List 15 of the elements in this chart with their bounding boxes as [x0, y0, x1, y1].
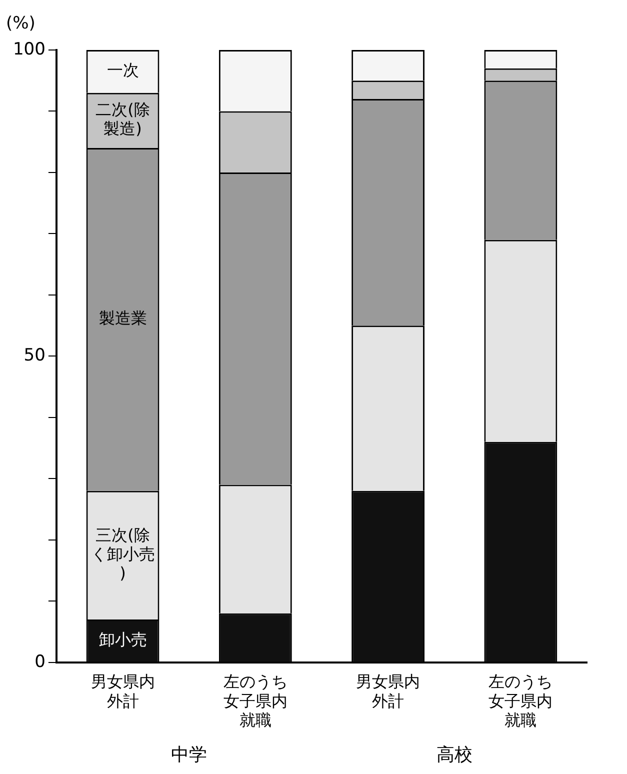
x-tick-label: 左のうち女子県内就職 [223, 672, 288, 730]
text: 高校 [436, 744, 472, 766]
series-label: 製造業 [98, 308, 147, 328]
series-label: 一次 [106, 60, 139, 80]
y-tick-label: 100 [12, 39, 46, 60]
x-tick-label: 男女県内外計 [90, 672, 155, 710]
x-tick-label: 男女県内外計 [356, 672, 420, 710]
x-tick-label: 左のうち女子県内就職 [488, 672, 553, 730]
text: 中学 [171, 744, 208, 766]
series-label: 三次(除く卸小売) [90, 525, 155, 582]
series-label: 卸小売 [98, 630, 147, 649]
series-label: 二次(除製造) [96, 100, 150, 138]
y-tick-label: 0 [34, 652, 46, 672]
y-axis-title: (%) [6, 13, 36, 34]
y-tick-label: 50 [24, 346, 46, 366]
